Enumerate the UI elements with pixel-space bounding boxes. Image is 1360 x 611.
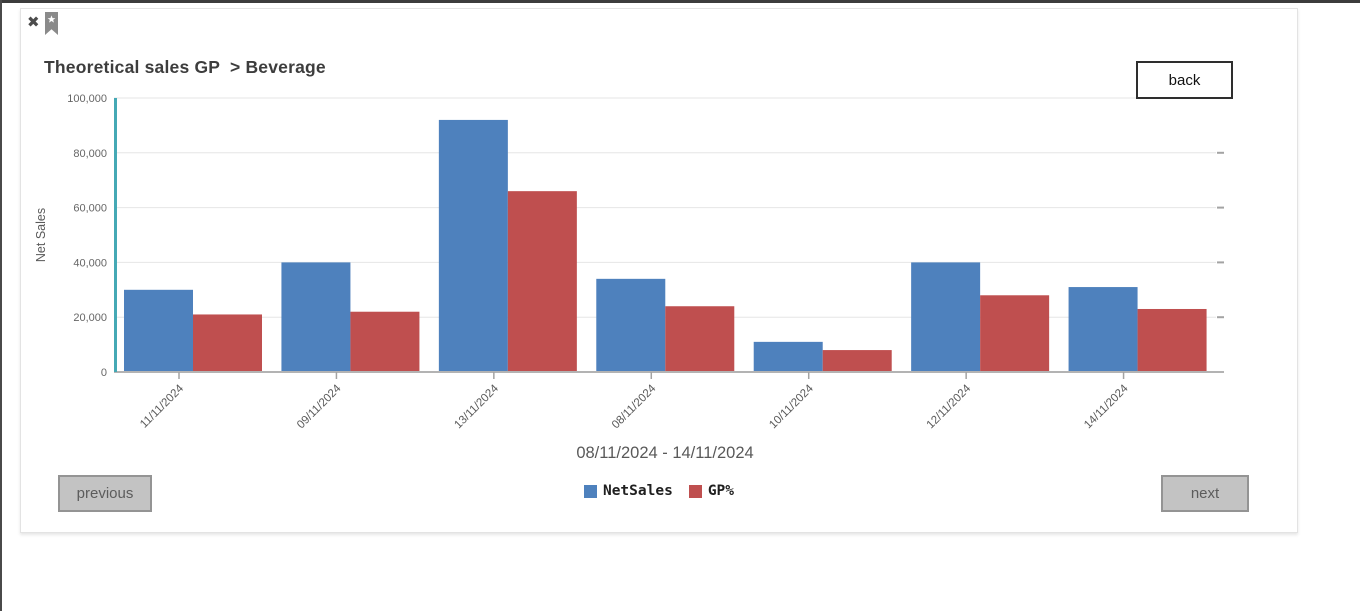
back-button[interactable]: back xyxy=(1136,61,1233,99)
bar-gp[interactable] xyxy=(350,311,420,372)
legend-item-netsales[interactable]: NetSales xyxy=(583,483,673,499)
y-tick-label: 20,000 xyxy=(73,312,107,324)
bar-netsales[interactable] xyxy=(753,341,823,372)
bar-netsales[interactable] xyxy=(911,262,981,372)
chart-widget-panel: ✖ Theoretical sales GP > Beverage 0 20,00… xyxy=(20,8,1298,533)
x-tick-label: 12/11/2024 xyxy=(925,382,974,431)
legend-swatch xyxy=(688,484,702,498)
bar-gp[interactable] xyxy=(822,350,892,372)
bar-netsales[interactable] xyxy=(281,262,351,372)
y-tick-label: 0 xyxy=(101,367,107,379)
x-tick-label: 14/11/2024 xyxy=(1082,382,1131,431)
bar-netsales[interactable] xyxy=(438,119,508,372)
bar-gp[interactable] xyxy=(980,295,1050,372)
y-tick-label: 80,000 xyxy=(73,148,107,160)
x-axis-title: 08/11/2024 - 14/11/2024 xyxy=(576,444,753,462)
legend-label: GP% xyxy=(707,483,735,499)
bar-gp[interactable] xyxy=(193,314,262,372)
previous-button[interactable]: previous xyxy=(58,475,152,512)
y-axis-title: Net Sales xyxy=(34,208,48,262)
y-tick-label: 40,000 xyxy=(73,257,107,269)
x-tick-label: 11/11/2024 xyxy=(138,382,186,430)
chart-legend: NetSales GP% xyxy=(21,482,1297,500)
bar-netsales[interactable] xyxy=(1068,287,1138,372)
legend-item-gp[interactable]: GP% xyxy=(688,483,735,499)
close-icon[interactable]: ✖ xyxy=(27,13,40,31)
legend-label: NetSales xyxy=(602,483,673,499)
bookmark-icon[interactable] xyxy=(44,12,58,40)
y-tick-label: 60,000 xyxy=(73,203,107,215)
bar-netsales[interactable] xyxy=(124,289,193,372)
legend-swatch xyxy=(583,484,597,498)
x-tick-label: 08/11/2024 xyxy=(610,382,659,431)
bar-chart: 0 20,000 40,000 60,000 80,000 100,000 11/11/20… xyxy=(34,93,1224,462)
widget-toolbar: ✖ xyxy=(27,11,58,40)
x-tick-label: 13/11/2024 xyxy=(452,382,501,431)
screen-left-border xyxy=(0,0,2,611)
bar-gp[interactable] xyxy=(507,191,577,372)
next-button[interactable]: next xyxy=(1161,475,1249,512)
screen-top-border xyxy=(0,0,1360,3)
x-tick-label: 10/11/2024 xyxy=(767,382,816,431)
page-title: Theoretical sales GP > Beverage xyxy=(44,57,326,77)
bar-netsales[interactable] xyxy=(596,278,666,372)
bar-gp[interactable] xyxy=(665,306,735,372)
y-tick-label: 100,000 xyxy=(67,93,107,105)
bar-gp[interactable] xyxy=(1137,308,1207,372)
x-tick-label: 09/11/2024 xyxy=(295,382,344,431)
